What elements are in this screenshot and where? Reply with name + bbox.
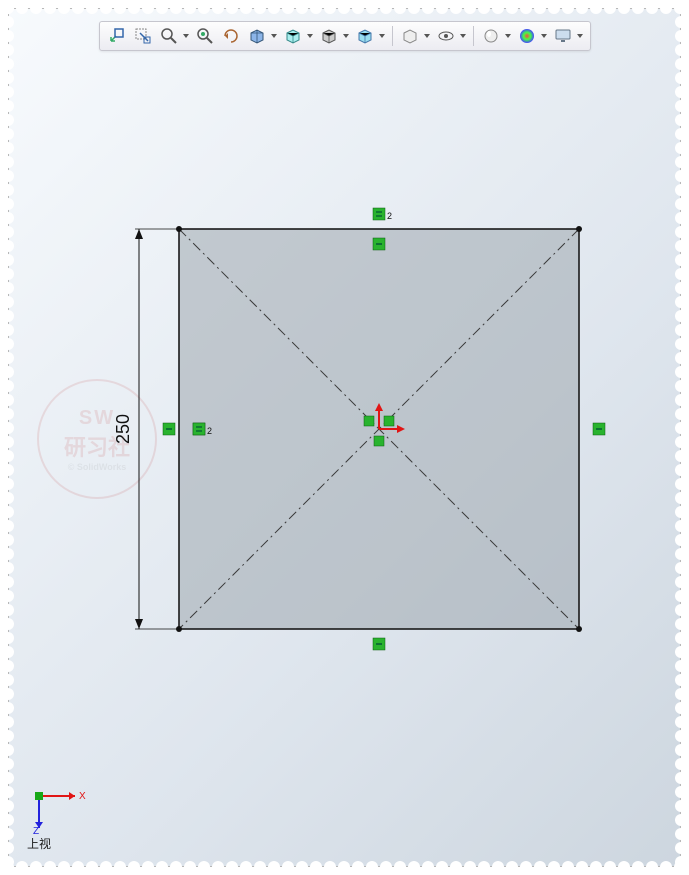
- sketch-endpoint[interactable]: [576, 226, 582, 232]
- axis-x-label: X: [79, 791, 86, 802]
- view-settings-icon[interactable]: [435, 25, 457, 47]
- relation-vertical[interactable]: [163, 423, 175, 435]
- relation-horizontal[interactable]: [373, 638, 385, 650]
- relation-coincident[interactable]: [374, 436, 384, 446]
- rotate-view-icon[interactable]: [220, 25, 242, 47]
- appearance-icon-dropdown[interactable]: [504, 25, 512, 47]
- view-orientation-icon[interactable]: [282, 25, 304, 47]
- zoom-selection-icon[interactable]: [194, 25, 216, 47]
- relation-horizontal[interactable]: [373, 238, 385, 250]
- display-style-icon-dropdown[interactable]: [342, 25, 350, 47]
- render-icon[interactable]: [516, 25, 538, 47]
- sketch-canvas[interactable]: 2 2 250: [9, 9, 682, 868]
- view-orientation-icon-dropdown[interactable]: [306, 25, 314, 47]
- zoom-icon[interactable]: [158, 25, 180, 47]
- scene-icon-dropdown[interactable]: [423, 25, 431, 47]
- heads-up-toolbar: [99, 21, 591, 51]
- view-orientation-label: 上视: [27, 835, 51, 852]
- relation-vertical[interactable]: [593, 423, 605, 435]
- zoom-to-fit-icon[interactable]: [106, 25, 128, 47]
- section-view-icon-dropdown[interactable]: [270, 25, 278, 47]
- axis-triad[interactable]: X Z: [27, 776, 87, 836]
- relation-equal-index: 2: [207, 426, 212, 436]
- relation-equal[interactable]: 2: [373, 208, 392, 221]
- appearance-icon[interactable]: [480, 25, 502, 47]
- graphics-viewport[interactable]: SW 研习社 © SolidWorks 22250 X Z 上视: [8, 8, 681, 867]
- screen-icon-dropdown[interactable]: [576, 25, 584, 47]
- toolbar-separator: [392, 26, 393, 46]
- section-view-icon[interactable]: [246, 25, 268, 47]
- hide-show-icon[interactable]: [354, 25, 376, 47]
- dimension-value[interactable]: 250: [113, 414, 133, 444]
- relation-coincident[interactable]: [364, 416, 374, 426]
- sketch-endpoint[interactable]: [576, 626, 582, 632]
- display-style-icon[interactable]: [318, 25, 340, 47]
- scene-icon[interactable]: [399, 25, 421, 47]
- zoom-icon-dropdown[interactable]: [182, 25, 190, 47]
- view-settings-icon-dropdown[interactable]: [459, 25, 467, 47]
- render-icon-dropdown[interactable]: [540, 25, 548, 47]
- screen-icon[interactable]: [552, 25, 574, 47]
- zoom-area-icon[interactable]: [132, 25, 154, 47]
- hide-show-icon-dropdown[interactable]: [378, 25, 386, 47]
- relation-coincident[interactable]: [384, 416, 394, 426]
- relation-equal-index: 2: [387, 211, 392, 221]
- toolbar-separator: [473, 26, 474, 46]
